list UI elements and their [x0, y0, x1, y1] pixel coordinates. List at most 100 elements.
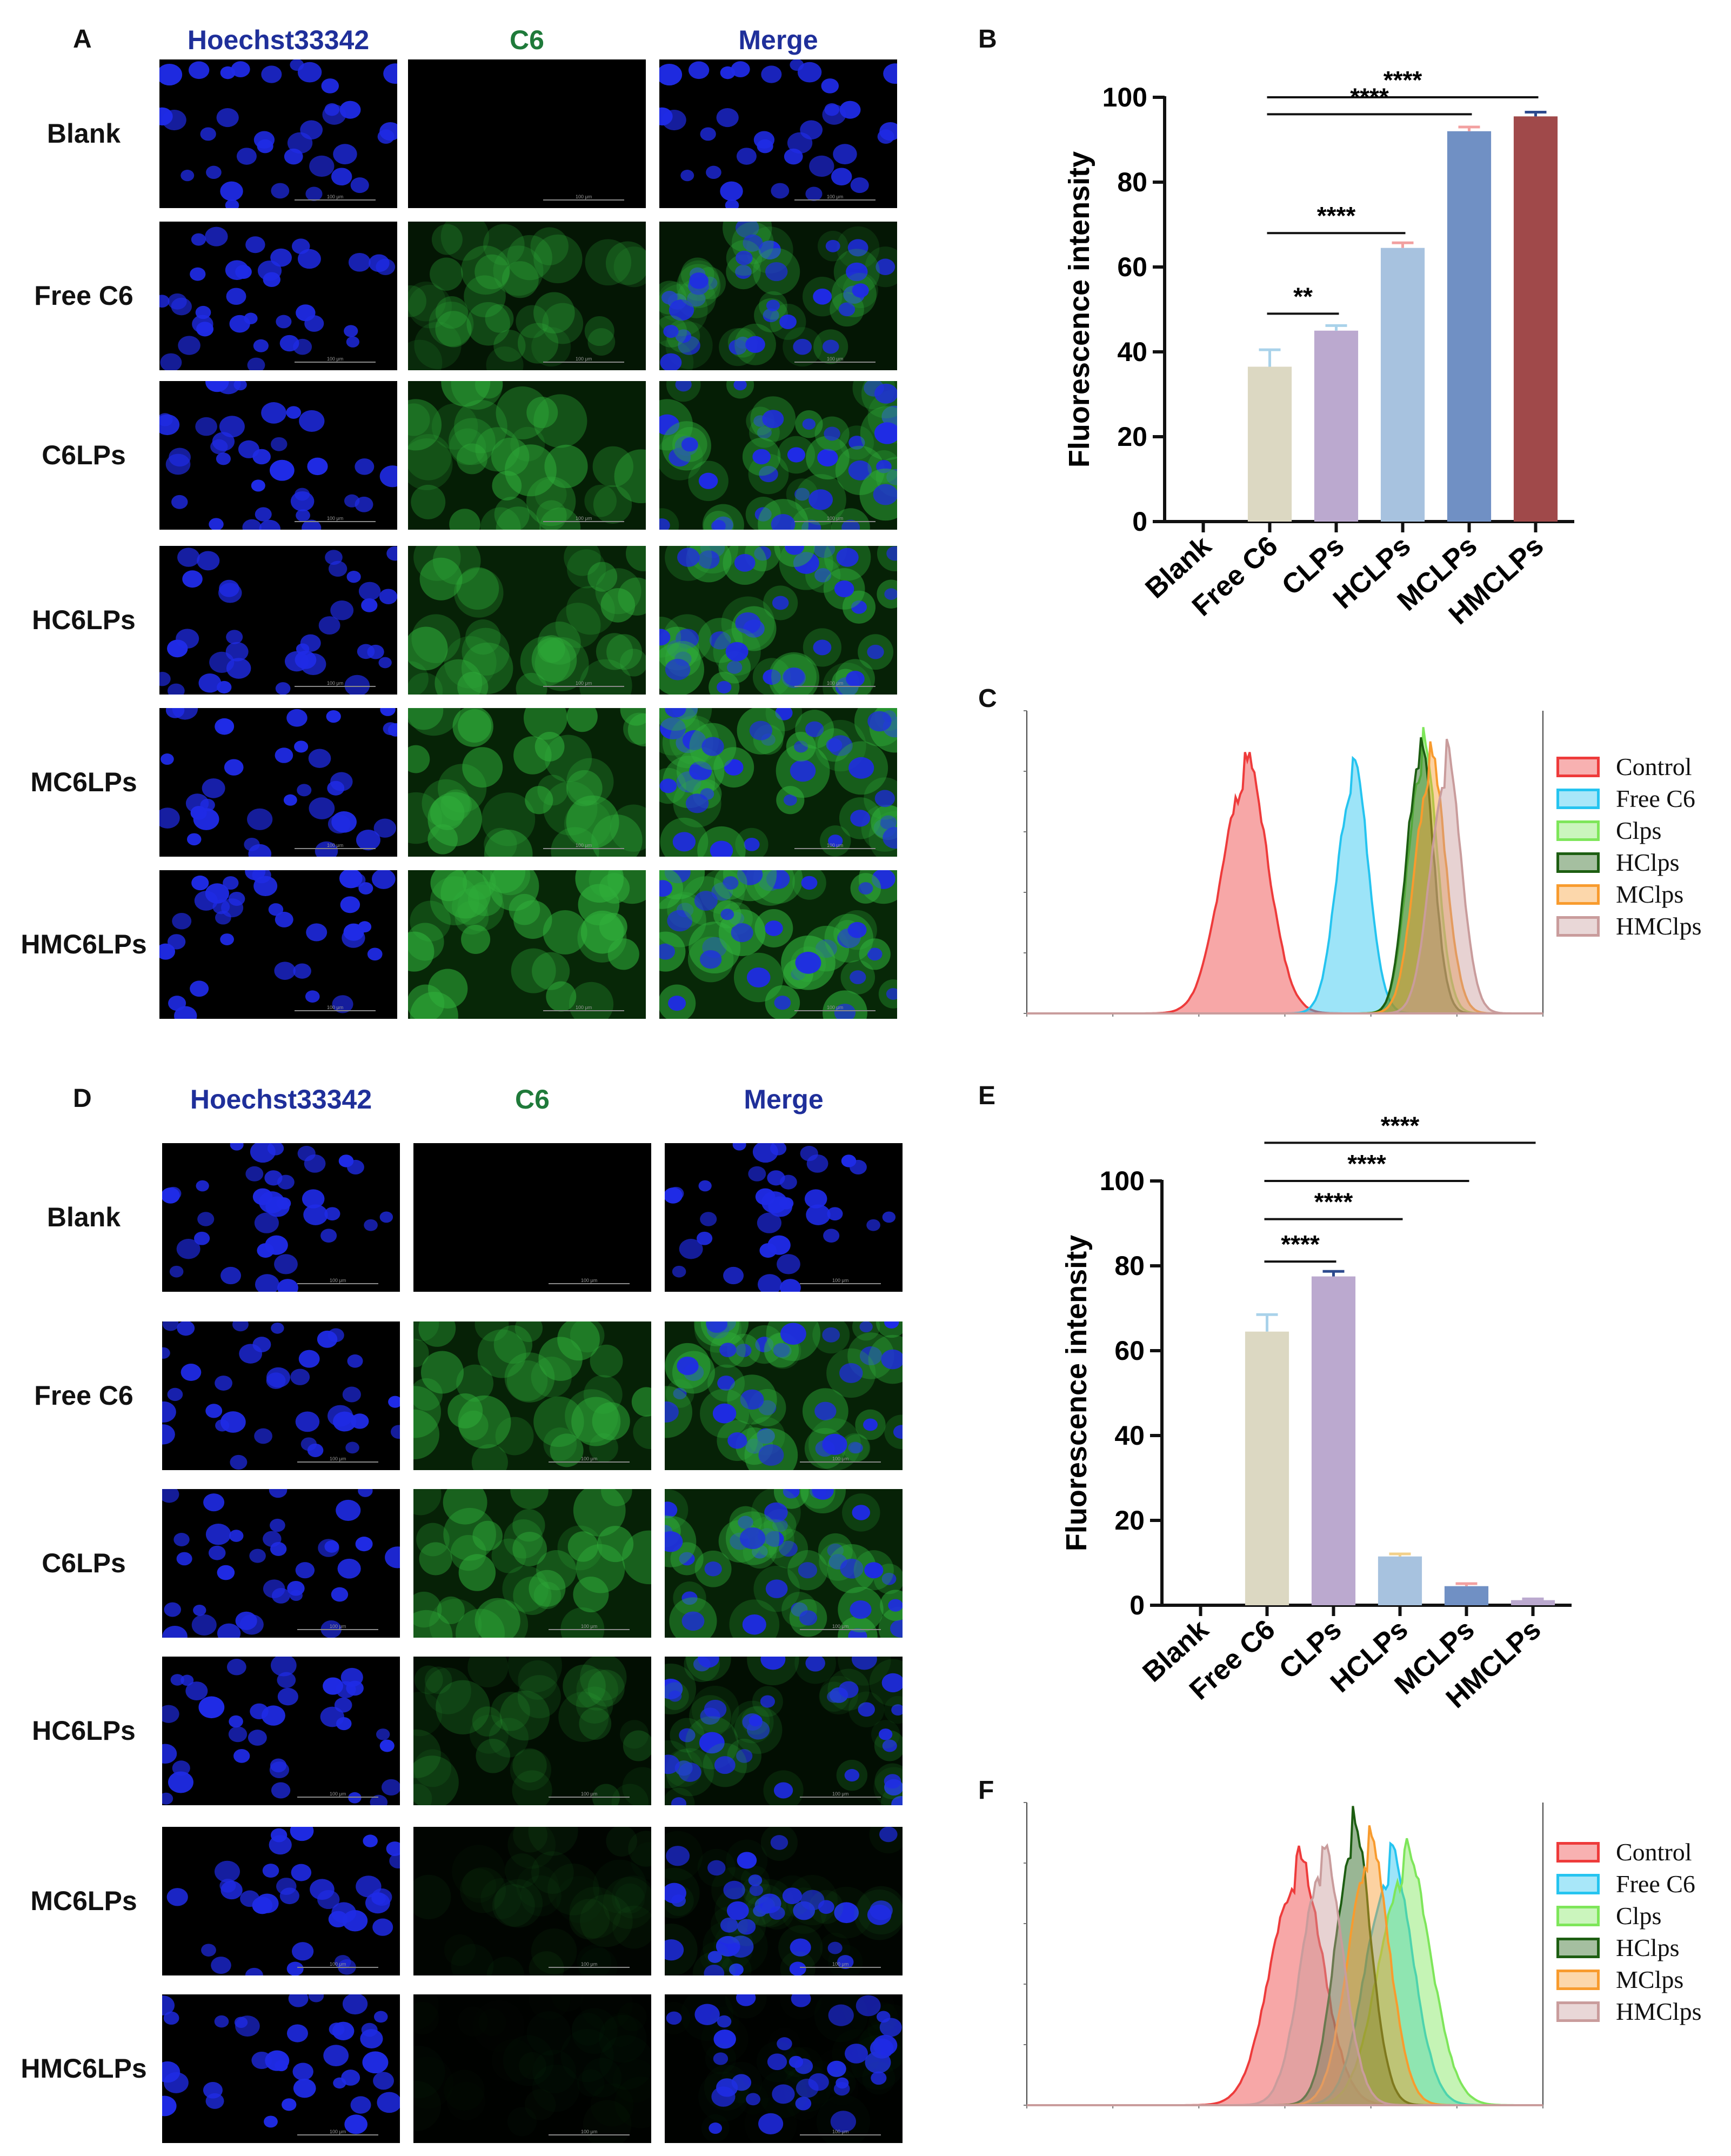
- scale-bar: 100 μm: [794, 516, 875, 522]
- micrograph-tile: 100 μm: [162, 1827, 400, 1975]
- histogram-f: [1024, 1802, 1543, 2108]
- bar-clps: [1314, 330, 1359, 522]
- legend-swatch: [1556, 789, 1600, 809]
- scale-bar-label: 100 μm: [827, 680, 844, 686]
- micrograph-tile: 100 μm: [665, 1657, 903, 1805]
- scale-bar-label: 100 μm: [832, 1278, 849, 1283]
- scale-bar-label: 100 μm: [581, 1456, 598, 1461]
- legend-label: HMClps: [1616, 1998, 1702, 2025]
- scale-bar-label: 100 μm: [832, 1791, 849, 1797]
- error-bar: [1259, 348, 1281, 367]
- bar-hmclps: [1511, 1600, 1555, 1605]
- micrograph-tile: 100 μm: [659, 708, 897, 857]
- scale-bar-label: 100 μm: [581, 1278, 598, 1283]
- scale-bar-label: 100 μm: [330, 1278, 346, 1283]
- panel-label-f: F: [978, 1776, 994, 1805]
- scale-bar: 100 μm: [295, 516, 376, 522]
- scale-bar-label: 100 μm: [581, 1791, 598, 1797]
- micrograph-tile: 100 μm: [665, 1143, 903, 1292]
- scale-bar: 100 μm: [549, 1961, 630, 1968]
- y-tick-label: 60: [1114, 1336, 1145, 1366]
- scale-bar-label: 100 μm: [327, 516, 344, 521]
- legend-label: Control: [1616, 1838, 1692, 1866]
- scale-bar-label: 100 μm: [327, 843, 344, 848]
- error-bar: [1322, 1270, 1345, 1277]
- y-tick-label: 80: [1117, 167, 1147, 197]
- scale-bar-label: 100 μm: [581, 1961, 598, 1967]
- micrograph-tile: 100 μm: [162, 1321, 400, 1470]
- micrograph-tile: 100 μm: [413, 1827, 651, 1975]
- panel-label-e: E: [978, 1082, 996, 1110]
- micrograph-tile: 100 μm: [408, 222, 646, 370]
- scale-bar-label: 100 μm: [581, 2129, 598, 2134]
- scale-bar-label: 100 μm: [576, 1005, 592, 1010]
- scale-bar-label: 100 μm: [576, 194, 592, 199]
- scale-bar: 100 μm: [543, 194, 624, 201]
- scale-bar-label: 100 μm: [827, 1005, 844, 1010]
- column-header-1: C6: [515, 1084, 550, 1114]
- error-bar: [1525, 110, 1547, 117]
- micrograph-tile: 100 μm: [408, 708, 646, 857]
- row-label-5: HMC6LPs: [21, 2053, 147, 2084]
- micrograph-tile: 100 μm: [408, 59, 646, 208]
- error-bar: [1389, 1552, 1411, 1557]
- legend-label: HMClps: [1616, 912, 1702, 940]
- micrograph-tile: 100 μm: [413, 1994, 651, 2143]
- micrograph-tile: 100 μm: [665, 1994, 903, 2143]
- scale-bar-label: 100 μm: [330, 1624, 346, 1629]
- micrograph-tile: 100 μm: [659, 381, 897, 530]
- row-label-4: MC6LPs: [30, 766, 137, 797]
- scale-bar: 100 μm: [543, 356, 624, 363]
- bar-hclps: [1380, 248, 1425, 522]
- y-tick-label: 20: [1114, 1505, 1145, 1536]
- bar-chart-b: Fluorescence intensity020406080100BlankF…: [1063, 66, 1574, 631]
- micrograph-tile: 100 μm: [665, 1489, 903, 1638]
- y-tick-label: 0: [1132, 506, 1147, 537]
- y-tick-label: 40: [1117, 337, 1147, 367]
- histogram-series-hmclps: [1027, 738, 1543, 1014]
- legend-label: HClps: [1616, 849, 1680, 876]
- scale-bar: 100 μm: [295, 356, 376, 363]
- axis-lines: [1160, 1180, 1572, 1607]
- column-header-0: Hoechst33342: [190, 1084, 372, 1114]
- row-label-0: Blank: [46, 1202, 121, 1232]
- scale-bar-label: 100 μm: [576, 680, 592, 686]
- scale-bar-label: 100 μm: [327, 680, 344, 686]
- scale-bar: 100 μm: [549, 2129, 630, 2135]
- row-label-3: HC6LPs: [32, 1715, 136, 1746]
- micrograph-tile: 100 μm: [413, 1657, 651, 1805]
- micrograph-tile: 100 μm: [413, 1143, 651, 1292]
- micrograph-tile: 100 μm: [665, 1827, 903, 1975]
- scale-bar: 100 μm: [794, 356, 875, 363]
- micrograph-tile: 100 μm: [413, 1489, 651, 1638]
- scale-bar: 100 μm: [549, 1791, 630, 1798]
- scale-bar: 100 μm: [800, 1278, 881, 1284]
- scale-bar: 100 μm: [297, 1624, 378, 1630]
- panel-label-d: D: [73, 1084, 92, 1113]
- significance-label: ****: [1314, 1188, 1353, 1216]
- scale-bar: 100 μm: [297, 2129, 378, 2135]
- micrograph-tile: 100 μm: [162, 1489, 400, 1638]
- micrograph-tile: 100 μm: [408, 546, 646, 695]
- scale-bar: 100 μm: [295, 680, 376, 687]
- panel-label-c: C: [978, 684, 997, 713]
- scale-bar: 100 μm: [800, 1456, 881, 1463]
- scale-bar-label: 100 μm: [330, 2129, 346, 2134]
- row-label-3: HC6LPs: [32, 604, 136, 635]
- scale-bar: 100 μm: [794, 843, 875, 849]
- scale-bar: 100 μm: [800, 2129, 881, 2135]
- micrograph-tile: 100 μm: [659, 546, 897, 695]
- error-bar: [1455, 1582, 1478, 1586]
- significance-label: ****: [1350, 83, 1389, 111]
- legend-label: MClps: [1616, 880, 1684, 908]
- error-bar: [1392, 241, 1414, 248]
- error-bar: [1458, 125, 1480, 131]
- legend-swatch: [1556, 1906, 1600, 1926]
- scale-bar-label: 100 μm: [330, 1961, 346, 1967]
- legend-label: MClps: [1616, 1966, 1684, 1993]
- scale-bar-label: 100 μm: [576, 843, 592, 848]
- error-bar: [1325, 324, 1347, 331]
- significance-label: ****: [1347, 1150, 1386, 1178]
- column-header-0: Hoechst33342: [187, 25, 370, 55]
- legend-label: Free C6: [1616, 1870, 1695, 1898]
